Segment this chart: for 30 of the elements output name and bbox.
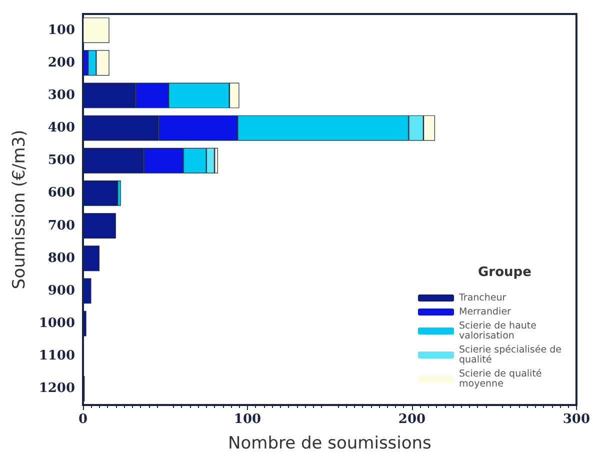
x-tick-label: 300: [562, 412, 590, 427]
bar: [83, 18, 110, 43]
y-tick-label: 600: [48, 186, 75, 201]
y-tick-label: 900: [48, 283, 75, 298]
legend-label: Scierie de haute valorisation: [459, 320, 540, 342]
bar: [83, 278, 92, 304]
y-tick-label: 300: [48, 88, 75, 103]
y-tick-label: 1100: [38, 348, 75, 364]
y-axis-title: Soumission (€/m3): [9, 130, 30, 290]
legend-label: Merrandier: [459, 306, 512, 318]
x-tick-label: 0: [78, 412, 88, 427]
y-tick-label: 1000: [38, 316, 75, 332]
bar: [83, 246, 100, 272]
legend-label: Scierie de qualité moyenne: [459, 368, 545, 390]
x-tick-label: 200: [398, 412, 426, 427]
y-tick-label: 500: [48, 153, 75, 168]
y-tick-label: 100: [48, 22, 75, 38]
x-axis-title: Nombre de soumissions: [228, 434, 432, 454]
legend-label: Scierie spécialisée de qualité: [459, 344, 564, 366]
legend-title: Groupe: [478, 265, 532, 280]
y-tick-label: 200: [48, 55, 75, 70]
y-tick-label: 1200: [38, 381, 75, 396]
y-tick-label: 800: [48, 250, 75, 266]
y-tick-label: 700: [48, 218, 75, 234]
x-tick-label: 100: [234, 412, 262, 427]
legend-label: Trancheur: [458, 292, 506, 304]
y-tick-label: 400: [48, 120, 75, 136]
bar: [83, 213, 116, 238]
bar: [83, 180, 118, 206]
bar: [83, 310, 86, 336]
